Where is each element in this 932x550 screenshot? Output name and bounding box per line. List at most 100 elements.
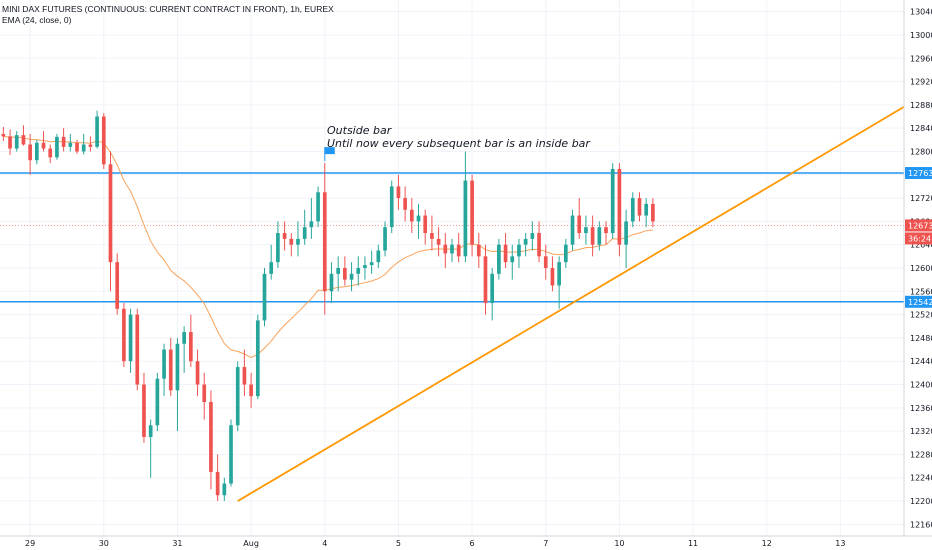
candle-body: [577, 215, 582, 234]
price-tick-label: 12240: [910, 474, 932, 483]
candle-body: [48, 148, 53, 158]
candle-body: [610, 168, 615, 234]
candle-body: [470, 180, 474, 245]
candle-body: [563, 244, 568, 263]
candle-body: [148, 425, 153, 437]
candle-body: [597, 227, 602, 245]
candle-body: [436, 238, 441, 245]
candle-body: [476, 244, 481, 257]
price-axis-bg: [904, 0, 932, 550]
annotation-line-2: Until now every subsequent bar is an ins…: [327, 137, 591, 150]
candles[interactable]: [1, 110, 655, 502]
time-tick-label: 7: [543, 539, 548, 548]
candle-body: [651, 203, 655, 222]
candle-body: [269, 262, 274, 274]
candle-body: [543, 256, 548, 268]
candle-body: [21, 135, 26, 145]
candle-body: [229, 425, 233, 484]
candle-body: [329, 273, 334, 292]
candle-body: [8, 136, 12, 149]
candle-body: [497, 244, 501, 274]
time-tick-label: Aug: [243, 539, 259, 548]
time-axis-bg: [0, 536, 932, 550]
candle-body: [108, 164, 113, 263]
candle-body: [175, 343, 180, 391]
time-tick-label: 30: [99, 539, 109, 548]
time-axis[interactable]: 29 30 31 Aug 4 5 6 7 10 11 12 13: [0, 535, 932, 550]
time-tick-label: 12: [762, 539, 772, 548]
candle-body: [343, 268, 347, 280]
candle-body: [282, 233, 287, 239]
level-tag-bg: [905, 295, 932, 308]
candle-body: [115, 262, 120, 309]
time-tick-label: 13: [835, 539, 845, 548]
candle-body: [95, 116, 99, 147]
ema-legend: EMA (24, close, 0): [2, 15, 72, 25]
candle-body: [637, 198, 642, 216]
annotation-line-1: Outside bar: [327, 124, 393, 137]
price-tick-label: 12360: [910, 404, 932, 413]
candle-body: [389, 186, 394, 228]
candle-body: [456, 244, 461, 257]
candle-body: [209, 402, 213, 472]
candle-body: [463, 180, 468, 257]
candle-body: [28, 144, 32, 161]
candle-body: [195, 361, 200, 385]
candle-body: [182, 332, 186, 344]
candle-body: [570, 215, 575, 245]
candle-body: [122, 308, 126, 362]
candle-body: [222, 483, 227, 496]
candle-body: [503, 244, 508, 263]
candle-body: [322, 192, 327, 292]
candle-body: [336, 268, 341, 274]
candle-body: [604, 227, 608, 234]
candle-body: [34, 142, 39, 161]
candle-body: [302, 227, 307, 239]
candle-body: [416, 215, 421, 222]
price-tick-label: 12600: [910, 264, 932, 273]
price-axis[interactable]: 12160 12200 12240 12280 12320 12360 12400 12440…: [903, 0, 932, 550]
candle-body: [403, 198, 407, 210]
candle-body: [584, 227, 588, 234]
candle-body: [363, 265, 367, 268]
candle-body: [61, 136, 66, 147]
price-tick-label: 12200: [910, 497, 932, 506]
time-tick-label: 5: [396, 539, 401, 548]
time-tick-label: 31: [172, 539, 182, 548]
candle-body: [550, 268, 555, 286]
ema-line[interactable]: [3, 135, 653, 358]
candle-body: [289, 238, 294, 245]
trendline[interactable]: [237, 104, 908, 502]
price-tick-label: 12640: [910, 241, 932, 250]
candle-body: [235, 367, 240, 426]
flag-marker[interactable]: [324, 147, 335, 162]
last-price-tag: 12673: [908, 221, 932, 230]
candle-body: [369, 262, 374, 266]
time-tick-label: 10: [614, 539, 624, 548]
candle-body: [162, 349, 166, 379]
candle-body: [55, 136, 59, 158]
price-tick-label: 12960: [910, 54, 932, 63]
candle-body: [81, 144, 86, 152]
candle-body: [644, 203, 649, 216]
price-tick-label: 12560: [910, 287, 932, 296]
candle-body: [155, 378, 160, 426]
candle-body: [349, 273, 354, 280]
candle-body: [430, 233, 434, 239]
candle-body: [41, 142, 46, 149]
candle-body: [68, 142, 73, 147]
price-tick-label: 12840: [910, 124, 932, 133]
time-tick-label: 11: [688, 539, 698, 548]
candle-body: [356, 268, 361, 274]
candle-body: [530, 233, 535, 239]
candle-body: [630, 198, 635, 222]
candle-body: [14, 135, 19, 149]
time-tick-label: 6: [470, 539, 475, 548]
candle-body: [523, 238, 528, 245]
horizontal-levels[interactable]: [0, 172, 904, 303]
ema-polyline: [3, 135, 653, 358]
candle-body: [249, 384, 253, 397]
candle-body: [309, 221, 314, 228]
candle-body: [135, 314, 140, 385]
